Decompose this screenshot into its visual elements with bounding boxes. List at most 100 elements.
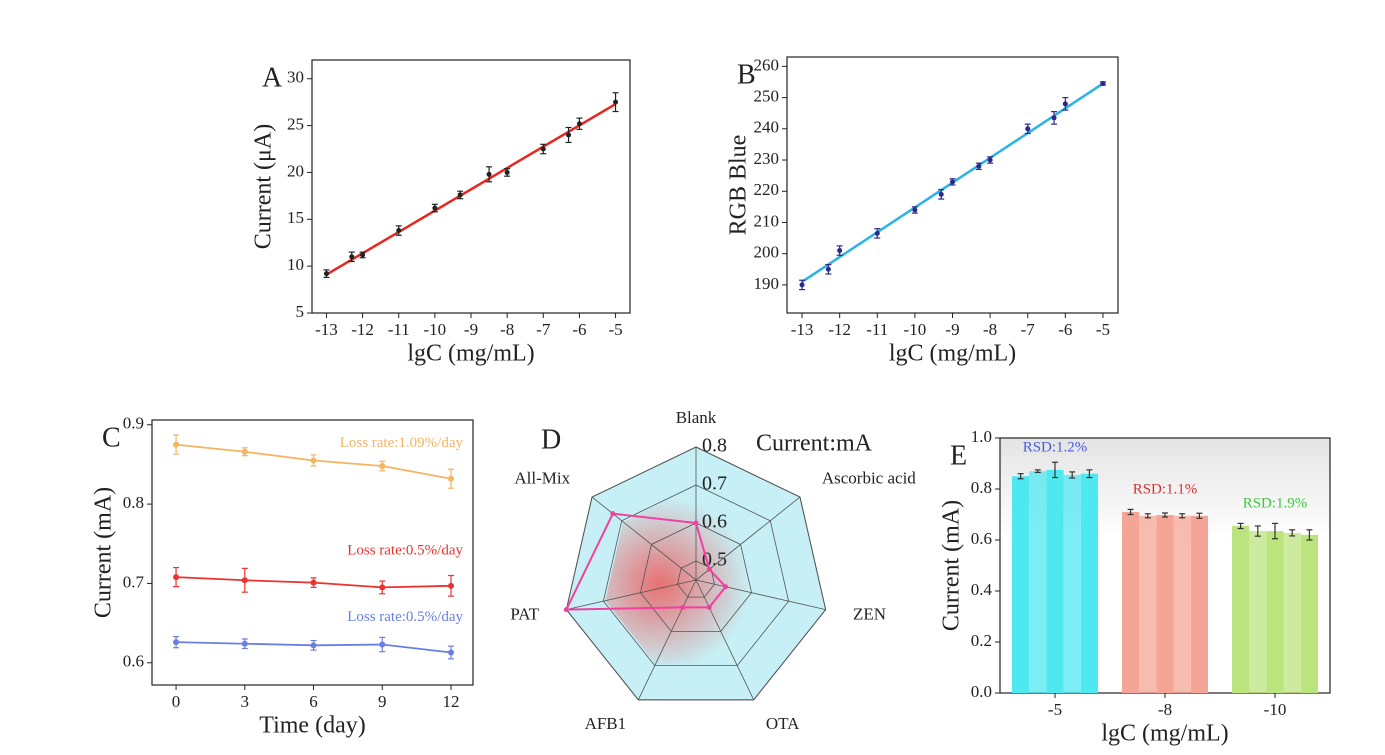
error-bar [1272, 522, 1278, 540]
panel-label: A [262, 62, 283, 93]
series-annotation: Loss rate:0.5%/day [347, 609, 463, 625]
y-tick-label: 0.8 [971, 478, 992, 497]
error-bar [1052, 461, 1058, 479]
x-axis-title: Time (day) [259, 713, 365, 739]
x-tick-label: -10 [904, 320, 927, 339]
radar-spoke [637, 579, 697, 701]
y-tick-label: 190 [754, 274, 780, 293]
x-tick-label: -6 [1058, 320, 1072, 339]
data-point [566, 132, 572, 138]
x-tick-label: -7 [1021, 320, 1036, 339]
data-point [379, 463, 386, 470]
x-tick-label: -11 [866, 320, 888, 339]
x-tick-label: -8 [983, 320, 997, 339]
plot-frame [151, 419, 474, 686]
error-bar [1086, 469, 1093, 479]
y-tick-label: 0.4 [971, 580, 993, 599]
y-tick-label: 5 [296, 302, 305, 321]
y-tick-label: 30 [287, 68, 304, 87]
r-tick-label: 0.7 [702, 473, 727, 495]
data-point [349, 254, 355, 260]
x-tick-label: -5 [608, 320, 622, 339]
fit-line [325, 102, 617, 276]
radar-spoke [566, 579, 697, 610]
data-point [448, 475, 455, 482]
panel-label: C [102, 422, 121, 453]
x-tick-label: 6 [309, 692, 318, 711]
bar [1232, 525, 1250, 693]
error-bar [1162, 512, 1168, 518]
x-tick-label: 3 [241, 692, 250, 711]
y-tick-label: 200 [754, 243, 780, 262]
error-bar [1069, 471, 1076, 479]
plot-frame [311, 59, 631, 314]
data-point [486, 171, 492, 177]
category-label: Ascorbic acid [822, 469, 916, 488]
x-tick-label: -9 [464, 320, 478, 339]
category-label: AFB1 [585, 714, 627, 733]
x-tick-label: 9 [378, 692, 387, 711]
data-point [457, 192, 463, 198]
bar [1300, 534, 1318, 693]
data-point [825, 266, 831, 272]
error-bar [1196, 512, 1203, 519]
y-tick-label: 0.6 [971, 529, 992, 548]
error-bar [1289, 529, 1296, 537]
error-bar [1306, 529, 1313, 541]
error-bar [1254, 525, 1261, 537]
y-tick-label: 240 [754, 118, 780, 137]
data-point [540, 146, 546, 152]
y-tick-label: 0.0 [971, 682, 992, 701]
x-tick-label: -8 [1158, 700, 1172, 719]
x-tick-label: -11 [388, 320, 410, 339]
data-point [310, 457, 317, 464]
radar-spoke [591, 496, 697, 581]
y-tick-label: 0.7 [123, 572, 145, 591]
radar-point [693, 520, 699, 526]
r-tick-label: 0.8 [702, 435, 727, 457]
bar [1012, 476, 1030, 693]
y-tick-label: 220 [754, 180, 780, 199]
y-tick-label: 0.9 [123, 414, 144, 433]
radar-point [610, 511, 616, 517]
series-annotation: Loss rate:0.5%/day [347, 542, 463, 558]
category-label: OTA [766, 714, 800, 733]
y-tick-label: 10 [287, 255, 304, 274]
y-tick-label: 25 [287, 114, 304, 133]
y-tick-label: 1.0 [971, 427, 992, 446]
data-point [241, 448, 248, 455]
data-point [241, 577, 248, 584]
error-bar [1034, 469, 1041, 474]
chart-annotation: Current:mA [756, 431, 873, 457]
x-tick-label: -12 [828, 320, 851, 339]
radar-ring [639, 522, 753, 632]
y-tick-label: 0.6 [123, 652, 144, 671]
radar-spoke [695, 579, 755, 701]
error-bar [1144, 513, 1151, 519]
panel-label: E [950, 440, 967, 471]
x-tick-label: -5 [1048, 700, 1062, 719]
bar [1080, 473, 1098, 693]
y-tick-label: 20 [287, 161, 304, 180]
error-bar [1017, 473, 1024, 480]
x-tick-label: -8 [500, 320, 514, 339]
y-tick-label: 0.8 [123, 493, 144, 512]
data-point [874, 230, 880, 236]
data-point [173, 639, 180, 646]
x-tick-label: -10 [424, 320, 447, 339]
x-tick-label: -9 [945, 320, 959, 339]
bar [1029, 471, 1047, 693]
x-tick-label: 12 [443, 692, 460, 711]
y-tick-label: 230 [754, 149, 780, 168]
data-point [310, 579, 317, 586]
category-label: PAT [510, 605, 539, 624]
x-tick-label: -5 [1096, 320, 1110, 339]
radar-series [564, 512, 727, 611]
data-point [837, 248, 843, 254]
y-tick-label: 250 [754, 86, 780, 105]
data-point [448, 582, 455, 589]
radar-point [680, 604, 686, 610]
x-axis-title: lgC (mg/mL) [889, 341, 1016, 367]
